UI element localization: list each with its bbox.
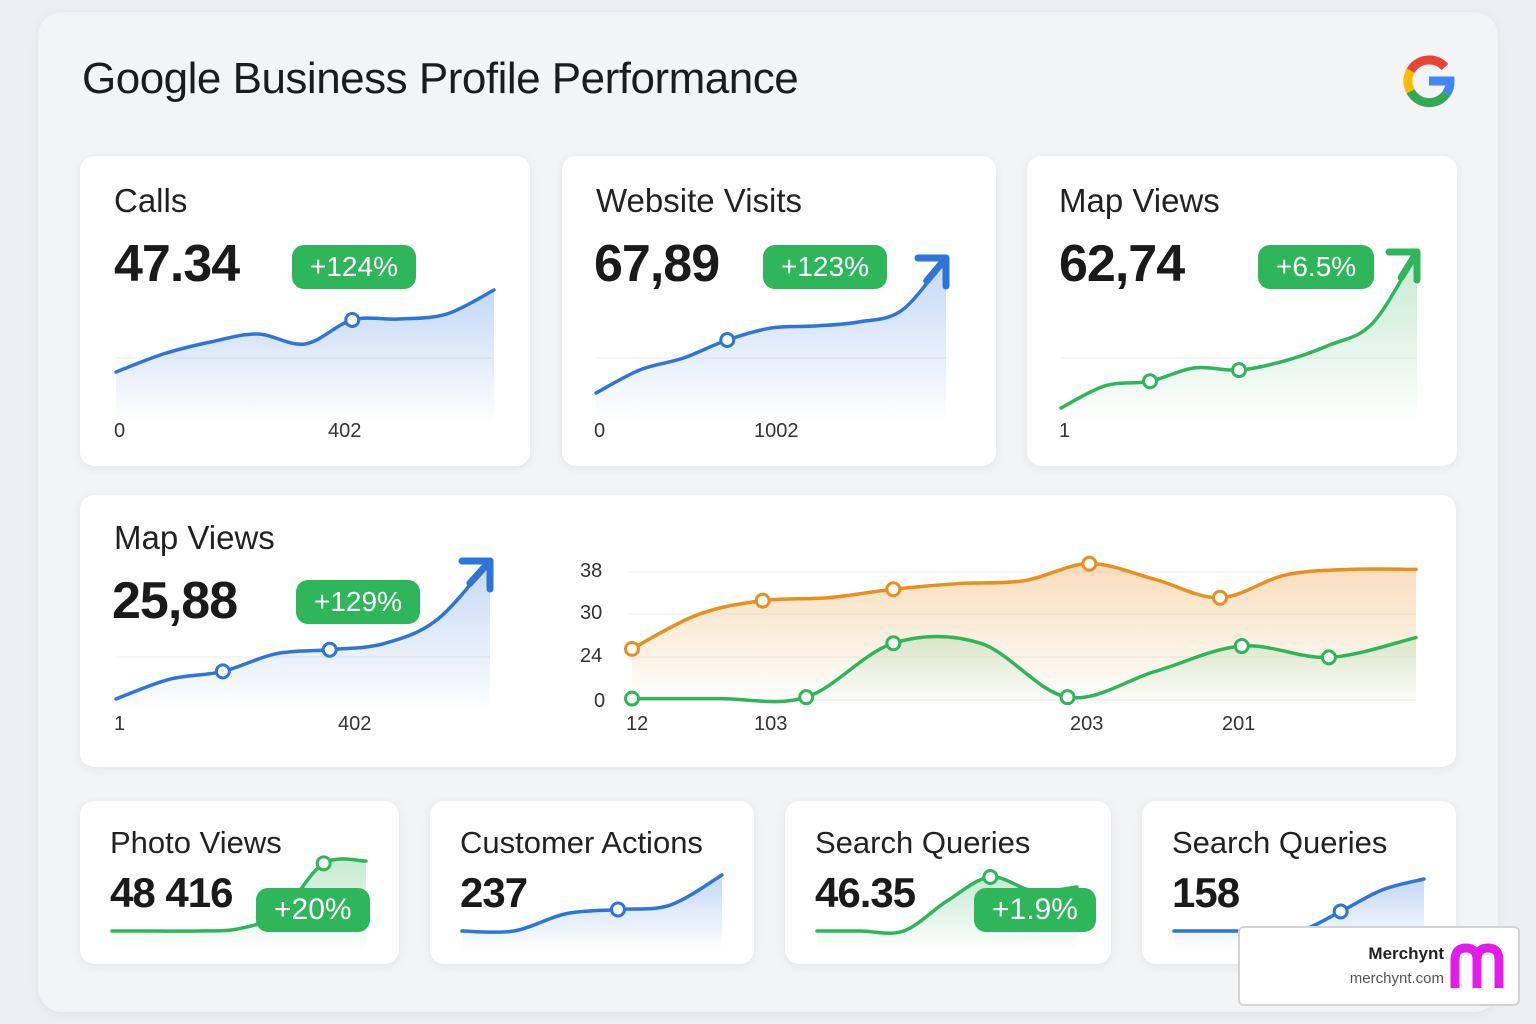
x-tick-label: 402 — [328, 420, 362, 442]
data-point — [1059, 689, 1076, 706]
calls-card[interactable]: Calls 47.34 +124% 0 402 — [80, 156, 530, 466]
map-views-chart — [1059, 248, 1421, 424]
y-tick-label: 24 — [580, 645, 603, 667]
trend-arrow-icon — [914, 254, 950, 290]
x-tick-label: 201 — [1222, 713, 1256, 735]
data-point — [214, 663, 231, 680]
card-value: 46.35 — [815, 869, 916, 916]
series-line — [114, 559, 492, 701]
card-title: Search Queries — [1172, 825, 1388, 860]
change-badge: +20% — [256, 888, 370, 932]
x-tick-label: 402 — [338, 713, 372, 735]
watermark-name: Merchynt — [1368, 944, 1444, 963]
data-point — [1142, 373, 1158, 390]
card-value: 25,88 — [112, 572, 238, 630]
website-visits-chart — [594, 254, 950, 424]
data-point — [610, 901, 626, 918]
data-point — [1081, 555, 1098, 572]
data-point — [624, 690, 640, 707]
data-point — [344, 312, 361, 328]
x-tick-label: 0 — [114, 420, 126, 442]
data-point — [982, 869, 999, 885]
x-tick-label: 203 — [1070, 713, 1104, 735]
data-point — [754, 592, 771, 609]
data-point — [1332, 903, 1349, 920]
series-line — [460, 873, 724, 935]
series-line — [114, 288, 496, 374]
customer-actions-chart — [460, 873, 724, 951]
x-tick-label: 1 — [114, 713, 126, 735]
card-value: 48 416 — [110, 869, 233, 916]
change-badge: +1.9% — [974, 888, 1096, 932]
change-badge: +129% — [296, 580, 420, 624]
data-point — [885, 581, 902, 598]
card-title: Map Views — [1059, 182, 1220, 219]
card-value: 237 — [460, 869, 528, 916]
data-point — [321, 641, 338, 658]
card-value: 62,74 — [1059, 235, 1185, 293]
card-title: Website Visits — [596, 182, 803, 219]
data-point — [1231, 362, 1247, 379]
card-value: 67,89 — [594, 235, 720, 293]
card-title: Map Views — [114, 519, 275, 556]
card-title: Calls — [114, 182, 188, 219]
data-point — [1320, 649, 1337, 666]
series-line — [630, 634, 1418, 704]
customer-actions-card[interactable]: Customer Actions 237 — [430, 801, 754, 964]
photo-views-chart — [110, 855, 368, 951]
x-tick-label: 1002 — [754, 420, 799, 442]
dual-series-chart — [624, 555, 1418, 707]
card-title: Search Queries — [815, 825, 1031, 860]
merchynt-watermark[interactable]: Merchynt merchynt.com — [1238, 926, 1520, 1006]
calls-chart — [114, 288, 496, 424]
x-tick-label: 1 — [1059, 420, 1071, 442]
x-tick-label: 12 — [626, 713, 649, 735]
map-views-mini-chart — [114, 557, 494, 713]
change-badge: +124% — [292, 245, 416, 289]
series-area — [632, 636, 1416, 707]
data-point — [798, 689, 815, 706]
y-tick-label: 0 — [594, 690, 606, 712]
data-point — [719, 332, 736, 348]
data-point — [624, 640, 640, 657]
trend-arrow-icon — [1385, 248, 1421, 284]
data-point — [315, 855, 332, 872]
card-value: 47.34 — [114, 235, 240, 293]
data-point — [1212, 589, 1228, 606]
photo-views-card[interactable]: Photo Views 48 416 +20% — [80, 801, 399, 964]
area-fill — [462, 875, 722, 951]
x-tick-label: 103 — [754, 713, 788, 735]
area-fill — [1061, 252, 1417, 424]
area-fill — [116, 290, 494, 424]
card-value: 158 — [1172, 869, 1240, 916]
card-title: Photo Views — [110, 825, 282, 860]
trend-arrow-icon — [458, 557, 494, 593]
y-tick-label: 38 — [580, 560, 603, 582]
data-point — [885, 635, 902, 652]
search-queries-chart — [815, 869, 1079, 951]
data-point — [1233, 638, 1250, 655]
change-badge: +6.5% — [1258, 245, 1375, 289]
map-views-card[interactable]: Map Views 62,74 +6.5% 1 — [1027, 156, 1457, 466]
google-logo-icon — [1403, 55, 1455, 108]
series-line — [594, 256, 948, 395]
change-badge: +123% — [763, 245, 887, 289]
watermark-url: merchynt.com — [1349, 970, 1444, 987]
y-tick-label: 30 — [580, 602, 603, 624]
map-views-comparison-card[interactable]: Map Views 25,88 +129% 1 402 38 30 24 0 1… — [80, 495, 1456, 767]
website-visits-card[interactable]: Website Visits 67,89 +123% 0 1002 — [562, 156, 996, 466]
search-queries-card[interactable]: Search Queries 46.35 +1.9% — [785, 801, 1111, 964]
x-tick-label: 0 — [594, 420, 606, 442]
area-fill — [596, 258, 946, 424]
page-title: Google Business Profile Performance — [82, 54, 799, 103]
card-title: Customer Actions — [460, 825, 703, 860]
merchynt-logo-icon — [1450, 943, 1504, 988]
